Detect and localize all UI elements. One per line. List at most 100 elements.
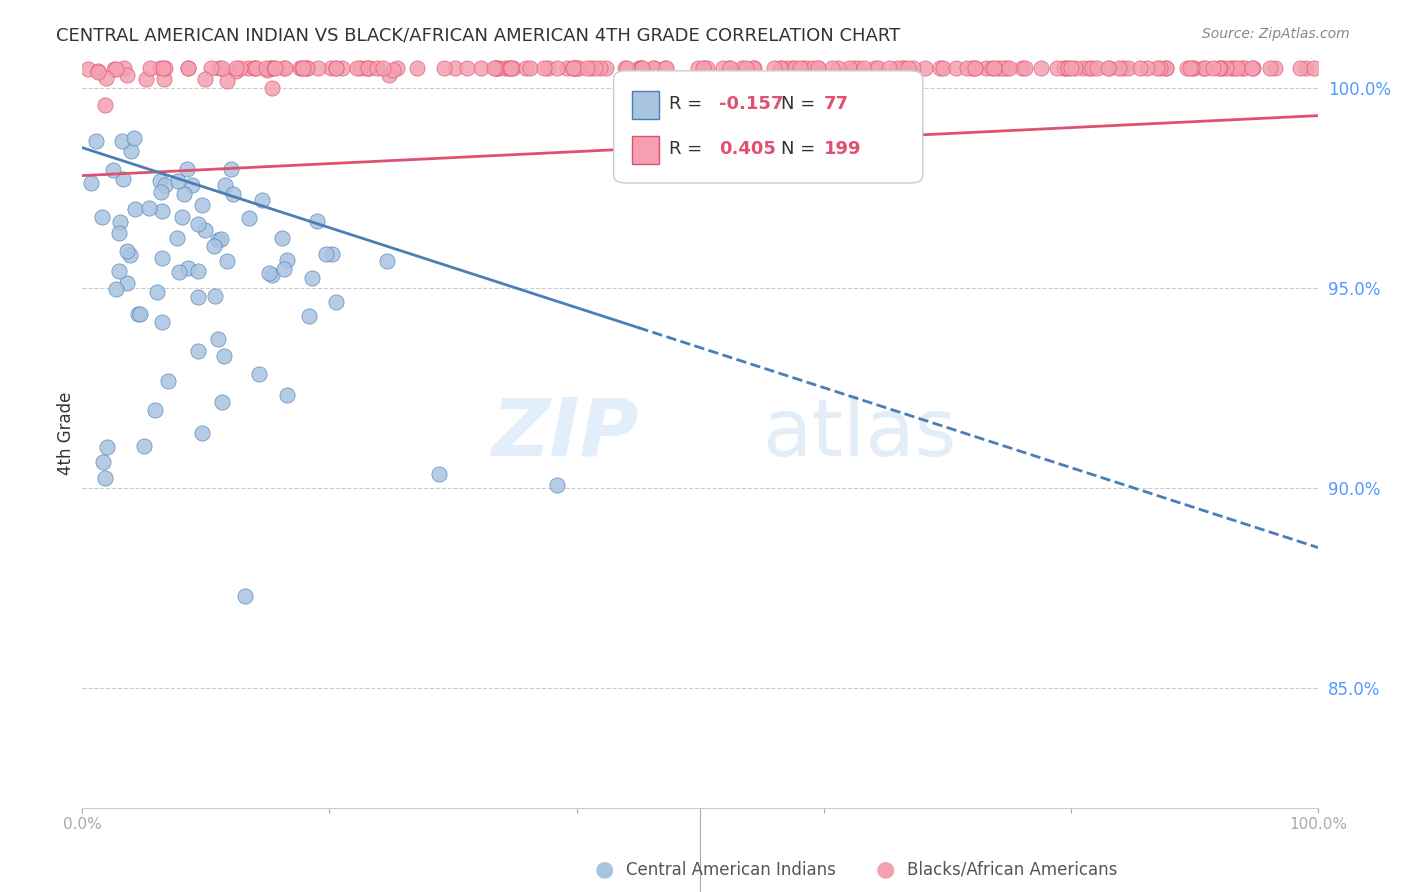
Point — [877, 61, 900, 75]
Point — [595, 61, 617, 75]
Point — [537, 61, 560, 75]
Point — [371, 61, 394, 75]
Point — [567, 61, 589, 75]
Point — [1156, 61, 1178, 75]
Point — [1097, 61, 1119, 75]
Point — [499, 61, 522, 75]
Point — [177, 61, 200, 75]
Point — [108, 226, 131, 240]
Point — [484, 61, 506, 75]
Point — [200, 61, 222, 75]
Point — [150, 315, 173, 329]
Point — [122, 131, 145, 145]
Point — [80, 177, 103, 191]
Point — [1240, 61, 1263, 75]
Point — [1060, 61, 1083, 75]
Point — [366, 61, 388, 75]
Point — [1078, 61, 1101, 75]
Point — [956, 61, 979, 75]
Point — [1191, 61, 1213, 75]
Point — [1053, 61, 1076, 75]
Point — [291, 61, 314, 75]
Point — [221, 186, 243, 201]
Point — [713, 61, 735, 75]
Point — [295, 61, 318, 75]
Point — [562, 61, 585, 75]
Point — [115, 276, 138, 290]
Point — [987, 61, 1010, 75]
Point — [981, 61, 1004, 75]
Point — [153, 72, 176, 87]
Point — [852, 61, 875, 75]
Point — [194, 223, 217, 237]
Point — [245, 61, 267, 75]
Point — [252, 193, 274, 207]
Bar — [633, 91, 659, 120]
Point — [742, 61, 765, 75]
Point — [273, 61, 295, 75]
Point — [211, 395, 233, 409]
Point — [273, 262, 295, 277]
Text: Central American Indians: Central American Indians — [626, 861, 835, 879]
Point — [730, 61, 752, 75]
Point — [1223, 61, 1246, 75]
Point — [346, 61, 368, 75]
Text: -0.157: -0.157 — [718, 95, 783, 113]
Text: 77: 77 — [824, 95, 849, 113]
Point — [628, 61, 651, 75]
Point — [377, 254, 399, 268]
Point — [173, 186, 195, 201]
Point — [149, 174, 172, 188]
Point — [1295, 61, 1317, 75]
Point — [243, 61, 266, 75]
Point — [718, 61, 741, 75]
Point — [219, 161, 242, 176]
Point — [1209, 61, 1232, 75]
Point — [1181, 61, 1204, 75]
Point — [225, 64, 247, 78]
Point — [202, 239, 225, 253]
Point — [112, 172, 135, 186]
Point — [1194, 61, 1216, 75]
Point — [983, 61, 1005, 75]
Point — [94, 470, 117, 484]
Point — [827, 61, 849, 75]
Point — [211, 61, 233, 75]
Point — [1241, 61, 1264, 75]
Point — [1054, 61, 1077, 75]
Point — [1098, 61, 1121, 75]
Point — [105, 282, 128, 296]
Point — [212, 349, 235, 363]
Point — [692, 61, 714, 75]
Point — [177, 260, 200, 275]
Point — [555, 61, 578, 75]
Point — [576, 61, 599, 75]
Point — [150, 251, 173, 265]
Point — [215, 74, 238, 88]
Point — [295, 61, 318, 75]
Point — [486, 61, 509, 75]
Point — [150, 185, 173, 199]
Point — [129, 307, 152, 321]
Point — [378, 68, 401, 82]
Point — [138, 201, 160, 215]
Y-axis label: 4th Grade: 4th Grade — [58, 392, 75, 475]
Point — [117, 68, 139, 82]
Point — [225, 61, 247, 75]
Point — [90, 211, 112, 225]
Point — [688, 61, 710, 75]
Point — [846, 61, 869, 75]
Point — [1011, 61, 1033, 75]
Point — [897, 61, 920, 75]
Point — [1056, 61, 1078, 75]
Point — [789, 61, 811, 75]
Point — [191, 426, 214, 441]
Point — [263, 61, 285, 75]
Point — [499, 61, 522, 75]
Point — [91, 455, 114, 469]
Point — [149, 61, 172, 75]
Point — [1202, 61, 1225, 75]
Point — [616, 61, 638, 75]
Point — [120, 144, 142, 158]
Point — [630, 61, 652, 75]
